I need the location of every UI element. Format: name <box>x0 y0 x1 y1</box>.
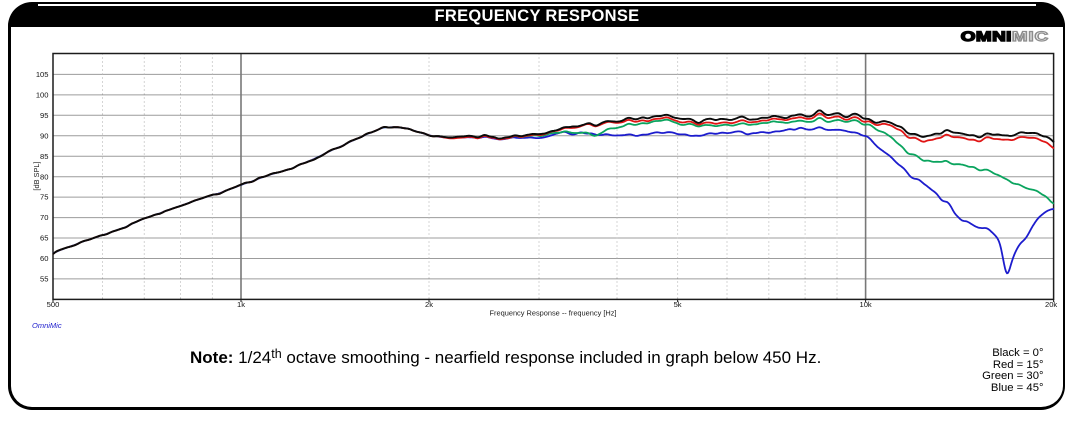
svg-text:80: 80 <box>40 172 48 181</box>
svg-text:65: 65 <box>40 234 48 243</box>
svg-text:95: 95 <box>40 111 48 120</box>
svg-text:20k: 20k <box>1045 300 1057 309</box>
svg-text:85: 85 <box>40 152 48 161</box>
svg-text:Frequency Response -- frequenc: Frequency Response -- frequency [Hz] <box>490 309 617 318</box>
svg-text:100: 100 <box>36 91 49 100</box>
svg-text:105: 105 <box>36 70 49 79</box>
svg-text:5k: 5k <box>674 300 682 309</box>
svg-text:2k: 2k <box>425 300 433 309</box>
svg-text:90: 90 <box>40 131 48 140</box>
svg-text:75: 75 <box>40 193 48 202</box>
svg-text:60: 60 <box>40 254 48 263</box>
svg-text:70: 70 <box>40 213 48 222</box>
svg-text:10k: 10k <box>859 300 871 309</box>
svg-text:[dB SPL]: [dB SPL] <box>32 161 41 190</box>
svg-text:500: 500 <box>47 300 60 309</box>
svg-text:55: 55 <box>40 275 48 284</box>
svg-text:1k: 1k <box>237 300 245 309</box>
